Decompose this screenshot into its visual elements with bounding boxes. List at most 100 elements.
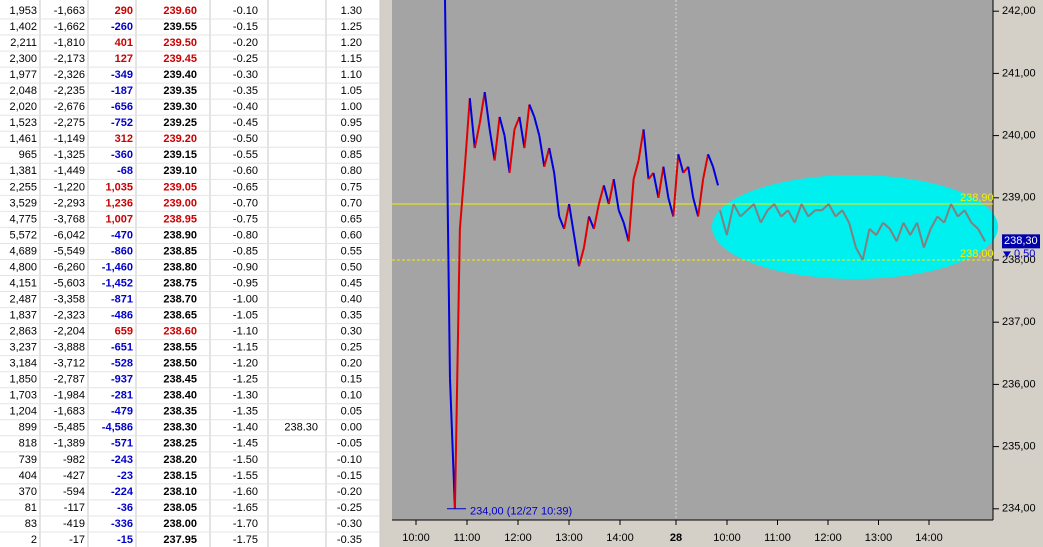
price-segment	[702, 154, 710, 180]
table-cell: -6,260	[54, 261, 85, 273]
price-segment	[725, 203, 735, 236]
table-cell: 3,184	[9, 358, 37, 370]
table-cell: 239.25	[163, 117, 197, 129]
price-segment	[563, 203, 571, 230]
low-label: 234,00 (12/27 10:39)	[470, 506, 572, 518]
level-label: 238,90	[960, 192, 994, 204]
table-cell: 1,402	[9, 21, 37, 33]
price-segment	[498, 116, 506, 136]
table-cell: 0.80	[341, 165, 362, 177]
table-cell: 5,572	[9, 229, 37, 241]
table-cell: 1,236	[105, 197, 133, 209]
table-cell: 659	[115, 326, 133, 338]
table-cell: 238.00	[163, 518, 197, 530]
table-cell: 4,800	[9, 261, 37, 273]
price-segment	[861, 228, 871, 261]
table-cell: 401	[115, 37, 133, 49]
price-segment	[523, 104, 531, 149]
price-segment	[444, 0, 451, 379]
price-segment	[950, 203, 959, 217]
x-tick-label: 10:00	[713, 532, 741, 544]
table-cell: -0.05	[337, 438, 362, 450]
table-cell: 0.90	[341, 133, 362, 145]
table-cell: -1.70	[233, 518, 258, 530]
table-cell: 238.55	[163, 342, 197, 354]
table-cell: -656	[111, 101, 133, 113]
table-cell: -2,173	[54, 53, 85, 65]
price-segment	[848, 222, 857, 248]
table-cell: -23	[117, 470, 133, 482]
price-segment	[597, 185, 605, 205]
table-cell: 238.10	[163, 486, 197, 498]
price-segment	[543, 147, 551, 167]
table-cell: 4,151	[9, 277, 37, 289]
table-cell: -3,888	[54, 342, 85, 354]
table-cell: 0.20	[341, 358, 362, 370]
table-cell: 238.15	[163, 470, 197, 482]
table-cell: 2,211	[10, 37, 37, 49]
price-segment	[916, 222, 925, 248]
table-cell: -68	[117, 165, 133, 177]
price-segment	[488, 129, 496, 161]
table-cell: 0.65	[341, 213, 362, 225]
table-cell: -0.70	[233, 197, 258, 209]
price-segment	[632, 160, 640, 180]
price-segment	[753, 203, 762, 224]
price-segment	[637, 129, 645, 161]
price-segment	[652, 172, 660, 198]
x-tick-label: 12:00	[814, 532, 842, 544]
y-tick-label: 241,00	[1002, 67, 1036, 79]
table-cell: 238.50	[163, 358, 197, 370]
table-cell: -0.85	[233, 245, 258, 257]
table-cell: -2,293	[54, 197, 85, 209]
table-cell: 238.95	[163, 213, 197, 225]
table-cell: -0.65	[233, 181, 258, 193]
table-cell: -1,662	[54, 21, 85, 33]
table-cell: -2,204	[54, 326, 85, 338]
x-tick-label: 11:00	[764, 532, 791, 544]
table-cell: 0.15	[341, 374, 362, 386]
table-cell: -1.75	[233, 534, 258, 546]
price-segment	[627, 179, 635, 242]
table-cell: -1,683	[54, 406, 85, 418]
table-cell: -3,712	[54, 358, 85, 370]
y-tick-label: 234,00	[1002, 503, 1036, 515]
table-cell: -2,275	[54, 117, 85, 129]
table-cell: -0.35	[337, 534, 362, 546]
table-cell: 238.60	[163, 326, 197, 338]
price-segment	[739, 209, 748, 218]
x-tick-label: 13:00	[865, 532, 893, 544]
y-tick-label: 238,00	[1002, 254, 1036, 266]
price-segment	[642, 129, 650, 180]
price-segment	[483, 91, 491, 130]
price-segment	[468, 98, 476, 149]
y-tick-label: 235,00	[1002, 441, 1036, 453]
price-segment	[732, 203, 742, 217]
splitter	[380, 0, 392, 547]
price-segment	[503, 135, 511, 174]
price-segment	[766, 203, 776, 211]
table-cell: -3,768	[54, 213, 85, 225]
table-cell: 0.55	[341, 245, 362, 257]
price-segment	[528, 104, 536, 118]
x-tick-label: 13:00	[555, 532, 583, 544]
table-cell: 290	[115, 5, 133, 17]
table-cell: 2,487	[9, 293, 37, 305]
table-cell: 1.15	[341, 53, 362, 65]
table-cell: -1,984	[54, 390, 85, 402]
price-segment	[607, 178, 615, 205]
price-segment	[508, 129, 516, 174]
table-cell: 1,850	[9, 374, 37, 386]
table-cell: 1,953	[9, 5, 37, 17]
table-cell: -0.45	[233, 117, 258, 129]
table-cell: -571	[111, 438, 133, 450]
table-cell: 239.40	[163, 69, 197, 81]
table-cell: 3,237	[9, 342, 37, 354]
table-cell: 2,300	[9, 53, 37, 65]
table-cell: 239.15	[163, 149, 197, 161]
table-cell: -0.15	[233, 21, 258, 33]
table-cell: 0.50	[341, 261, 362, 273]
price-segment	[841, 209, 850, 224]
table-cell: -479	[111, 406, 133, 418]
